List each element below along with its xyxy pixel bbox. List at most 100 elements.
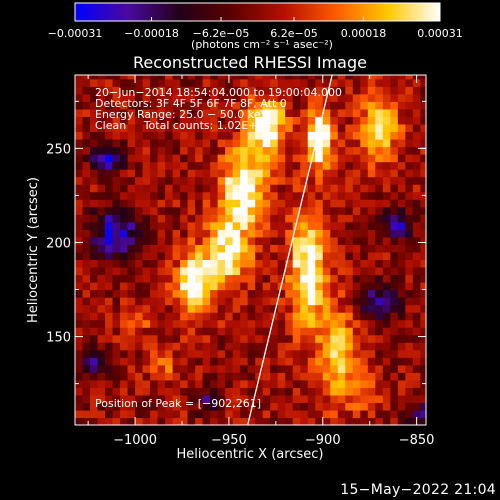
heatmap-cell bbox=[105, 334, 114, 343]
heatmap-cell bbox=[97, 229, 106, 238]
heatmap-cell bbox=[382, 169, 391, 178]
heatmap-cell bbox=[367, 176, 376, 185]
heatmap-cell bbox=[270, 297, 279, 306]
heatmap-cell bbox=[142, 297, 151, 306]
heatmap-cell bbox=[277, 229, 286, 238]
heatmap-cell bbox=[345, 394, 354, 404]
heatmap-cell bbox=[150, 372, 159, 381]
heatmap-cell bbox=[172, 191, 181, 200]
heatmap-cell bbox=[120, 357, 129, 366]
heatmap-cell bbox=[360, 138, 369, 148]
heatmap-cell bbox=[75, 154, 84, 163]
heatmap-cell bbox=[382, 229, 391, 238]
heatmap-cell bbox=[232, 251, 241, 261]
heatmap-cell bbox=[397, 409, 406, 419]
heatmap-cell bbox=[337, 417, 346, 425]
heatmap-cell bbox=[135, 379, 144, 388]
heatmap-cell bbox=[405, 199, 414, 208]
heatmap-cell bbox=[330, 319, 339, 328]
heatmap-cell bbox=[367, 78, 376, 87]
heatmap-cell bbox=[90, 108, 99, 117]
heatmap-cell bbox=[135, 101, 144, 110]
heatmap-cell bbox=[337, 349, 346, 358]
heatmap-cell bbox=[157, 244, 166, 253]
heatmap-cell bbox=[390, 86, 399, 95]
heatmap-cell bbox=[225, 319, 234, 328]
heatmap-cell bbox=[262, 214, 271, 223]
heatmap-cell bbox=[112, 244, 121, 253]
heatmap-cell bbox=[232, 334, 241, 343]
heatmap-cell bbox=[300, 169, 309, 178]
heatmap-cell bbox=[172, 349, 181, 358]
heatmap-cell bbox=[322, 281, 331, 291]
heatmap-cell bbox=[172, 199, 181, 208]
heatmap-cell bbox=[322, 266, 331, 276]
heatmap-cell bbox=[322, 176, 331, 185]
heatmap-cell bbox=[375, 169, 384, 178]
heatmap-cell bbox=[127, 304, 136, 313]
heatmap-cell bbox=[322, 274, 331, 283]
heatmap-cell bbox=[292, 334, 301, 343]
heatmap-cell bbox=[300, 319, 309, 328]
heatmap-cell bbox=[360, 379, 369, 388]
heatmap-cell bbox=[165, 236, 174, 245]
heatmap-cell bbox=[180, 161, 189, 170]
heatmap-cell bbox=[135, 221, 144, 230]
heatmap-cell bbox=[390, 154, 399, 163]
heatmap-cell bbox=[390, 229, 399, 238]
heatmap-cell bbox=[232, 364, 241, 373]
heatmap-cell bbox=[405, 289, 414, 298]
heatmap-cell bbox=[345, 357, 354, 366]
heatmap-cell bbox=[277, 259, 286, 268]
heatmap-cell bbox=[232, 86, 241, 95]
heatmap-cell bbox=[292, 342, 301, 351]
heatmap-cell bbox=[195, 123, 204, 133]
heatmap-cell bbox=[135, 131, 144, 140]
heatmap-cell bbox=[262, 86, 271, 95]
heatmap-cell bbox=[360, 123, 369, 133]
heatmap-cell bbox=[112, 199, 121, 208]
heatmap-cell bbox=[352, 327, 361, 336]
heatmap-cell bbox=[420, 319, 426, 328]
heatmap-cell bbox=[330, 304, 339, 313]
heatmap-cell bbox=[270, 86, 279, 95]
heatmap-cell bbox=[262, 357, 271, 366]
heatmap-cell bbox=[390, 251, 399, 261]
heatmap-cell bbox=[360, 199, 369, 208]
heatmap-cell bbox=[195, 78, 204, 87]
heatmap-cell bbox=[142, 379, 151, 388]
heatmap-cell bbox=[405, 402, 414, 411]
heatmap-cell bbox=[195, 244, 204, 253]
heatmap-cell bbox=[90, 334, 99, 343]
heatmap-cell bbox=[322, 364, 331, 373]
heatmap-cell bbox=[337, 191, 346, 200]
heatmap-cell bbox=[412, 101, 421, 110]
heatmap-cell bbox=[240, 131, 249, 140]
heatmap-cell bbox=[247, 101, 256, 110]
heatmap-cell bbox=[180, 297, 189, 306]
heatmap-cell bbox=[345, 154, 354, 163]
heatmap-cell bbox=[330, 101, 339, 110]
heatmap-cell bbox=[330, 372, 339, 381]
heatmap-cell bbox=[75, 244, 84, 253]
heatmap-cell bbox=[217, 123, 226, 133]
heatmap-cell bbox=[345, 86, 354, 95]
heatmap-cell bbox=[375, 304, 384, 313]
heatmap-cell bbox=[337, 236, 346, 245]
heatmap-cell bbox=[112, 274, 121, 283]
heatmap-cell bbox=[210, 289, 219, 298]
heatmap-cell bbox=[285, 334, 294, 343]
heatmap-cell bbox=[285, 214, 294, 223]
heatmap-cell bbox=[315, 281, 324, 291]
heatmap-cell bbox=[180, 319, 189, 328]
heatmap-cell bbox=[420, 357, 426, 366]
heatmap-cell bbox=[217, 274, 226, 283]
heatmap-cell bbox=[210, 364, 219, 373]
heatmap-cell bbox=[367, 108, 376, 117]
heatmap-cell bbox=[322, 349, 331, 358]
heatmap-cell bbox=[112, 123, 121, 133]
heatmap-cell bbox=[135, 93, 144, 102]
heatmap-cell bbox=[330, 199, 339, 208]
heatmap-cell bbox=[232, 206, 241, 215]
heatmap-cell bbox=[390, 206, 399, 215]
